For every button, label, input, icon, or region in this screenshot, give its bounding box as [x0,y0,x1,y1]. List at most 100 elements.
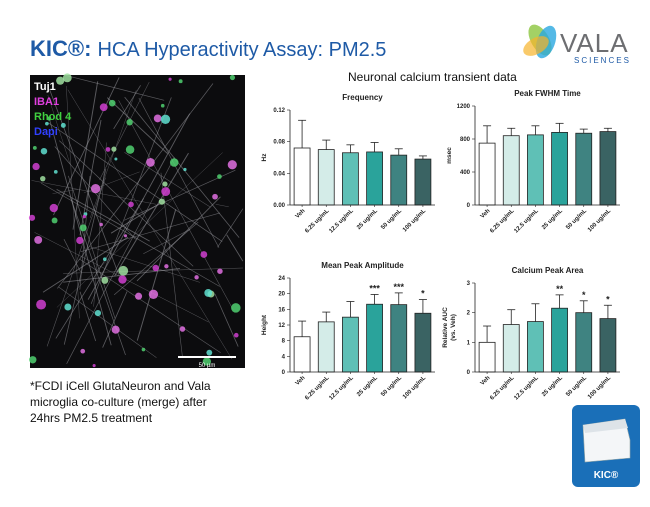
bar [366,151,383,206]
logo-petal [523,36,549,56]
bar [527,134,544,206]
cell [146,158,155,167]
y-tick-label: 4 [282,354,286,360]
neurite [79,291,97,342]
y-axis-label: (vs. Veh) [450,314,457,341]
cell [101,276,109,284]
bar [342,316,359,373]
cell [217,268,223,274]
neurite [226,234,244,262]
neurite [48,116,112,346]
y-tick-label: 0.00 [273,203,285,209]
cell [128,201,134,208]
neurite [63,267,243,274]
cell [206,349,213,356]
neurite [124,96,240,238]
neurite [67,89,233,360]
cell [160,114,171,124]
chart-title: Frequency [342,93,383,102]
neurite [52,189,79,194]
cell [49,203,58,213]
neurite [160,172,183,357]
caption: *FCDI iCell GlutaNeuron and Vala microgli… [30,379,211,425]
significance-label: * [582,290,586,300]
bar [527,321,544,373]
significance-label: *** [369,283,380,293]
neurite [56,188,150,242]
cell [80,348,86,354]
cell [34,235,43,244]
neurite [63,239,81,273]
neurite [66,157,175,364]
y-tick-label: 400 [460,170,471,176]
cell [29,356,37,364]
y-axis-label: Height [261,314,268,335]
bar [293,336,311,373]
neurite [79,258,221,354]
y-tick-label: 0.08 [273,140,285,146]
cell [160,103,165,108]
bar [366,303,383,373]
cell [79,224,87,232]
neurite [102,291,128,348]
cell [105,147,111,152]
bar [502,135,520,206]
bar [478,142,496,206]
bar [575,312,593,373]
cell [202,357,212,366]
cell [45,121,49,126]
neurite [40,182,220,287]
cell [227,160,237,170]
neurite [136,209,177,341]
bar [414,158,432,206]
cell [148,289,159,299]
device-label: KIC® [594,470,619,481]
cell [64,303,72,311]
cell [204,289,213,297]
cell [178,79,183,84]
cell [161,187,171,196]
cell [158,198,165,205]
y-axis-label: Relative AUC [442,307,449,348]
cell [111,146,117,152]
neurite [113,85,141,130]
bar [317,321,335,373]
y-tick-label: 24 [278,276,285,282]
caption-line: *FCDI iCell GlutaNeuron and Vala [30,379,211,393]
neurite [124,169,236,221]
cell [114,157,118,161]
title-text: HCA Hyperactivity Assay: PM2.5 [97,39,386,61]
bar [293,147,311,206]
cell [32,145,37,150]
cell [92,364,96,368]
neurite [114,152,189,277]
neurite [42,236,129,293]
cell [153,114,162,123]
bar [551,307,568,373]
bar [317,149,335,206]
y-tick-label: 0 [282,370,286,376]
neurite [215,204,229,208]
cell [108,99,116,107]
cell [152,264,159,272]
bar [575,132,593,206]
cell [164,264,169,269]
cell [76,236,84,245]
cell [53,169,58,174]
cell [212,193,218,200]
microscopy-image: Tuj1 IBA1 Rhod 4 Dapi 50 µm [28,73,245,369]
bar [390,154,408,206]
neurite [65,74,165,101]
logo-name: VALA [560,28,629,58]
section-title: Neuronal calcium transient data [348,70,517,84]
scale-bar-label: 50 µm [199,363,216,369]
neurite [80,212,221,252]
cell [28,214,36,221]
significance-label: ** [556,284,564,294]
cell [99,222,103,227]
cell [82,214,87,219]
title-prefix: KIC®: [30,36,91,61]
cell [231,303,241,313]
image-frame [30,75,245,368]
channel-label: Dapi [34,126,58,138]
